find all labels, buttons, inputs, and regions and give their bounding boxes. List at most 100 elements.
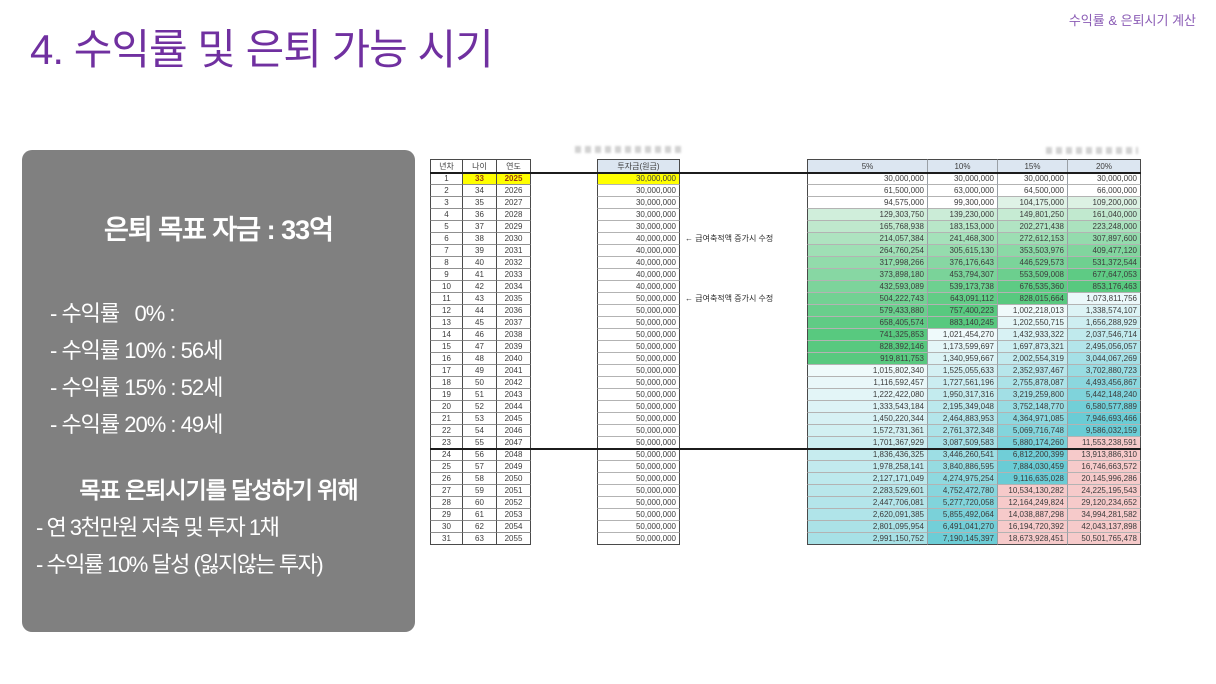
cell-year-index: 5 <box>430 221 463 233</box>
cell-year-index: 16 <box>430 353 463 365</box>
cell-principal: 50,000,000 <box>597 461 680 473</box>
cell-value-15%: 6,812,200,399 <box>998 449 1068 461</box>
column-gap <box>680 185 807 197</box>
cell-value-20%: 20,145,996,286 <box>1068 473 1141 485</box>
cell-year: 2025 <box>497 173 531 185</box>
table-row: 22 54 2046 50,000,000 1,572,731,361 2,761,372… <box>430 425 1141 437</box>
goal-line-return: - 수익률 10% 달성 (잃지않는 투자) <box>36 552 324 577</box>
cell-value-20%: 531,372,544 <box>1068 257 1141 269</box>
cell-principal: 50,000,000 <box>597 485 680 497</box>
cell-year-index: 25 <box>430 461 463 473</box>
cell-value-10%: 183,153,000 <box>928 221 998 233</box>
column-gap <box>531 401 597 413</box>
cropped-text-artifact <box>1046 147 1138 154</box>
cell-value-20%: 7,946,693,466 <box>1068 413 1141 425</box>
column-gap <box>680 209 807 221</box>
column-gap <box>531 473 597 485</box>
cell-age: 53 <box>463 413 497 425</box>
column-gap <box>680 521 807 533</box>
cell-year: 2039 <box>497 341 531 353</box>
cell-value-15%: 828,015,664 <box>998 293 1068 305</box>
cell-principal: 40,000,000 <box>597 233 680 245</box>
cell-year-index: 1 <box>430 173 463 185</box>
column-gap <box>531 449 597 461</box>
cell-year: 2045 <box>497 413 531 425</box>
cell-value-15%: 9,116,635,028 <box>998 473 1068 485</box>
cell-value-20%: 30,000,000 <box>1068 173 1141 185</box>
cell-age: 41 <box>463 269 497 281</box>
column-gap <box>680 389 807 401</box>
table-row: 29 61 2053 50,000,000 2,620,091,385 5,855,492… <box>430 509 1141 521</box>
cell-year-index: 22 <box>430 425 463 437</box>
cell-value-10%: 1,525,055,633 <box>928 365 998 377</box>
cell-principal: 30,000,000 <box>597 185 680 197</box>
cell-year: 2048 <box>497 449 531 461</box>
cell-value-15%: 676,535,360 <box>998 281 1068 293</box>
cell-value-10%: 2,195,349,048 <box>928 401 998 413</box>
cell-value-20%: 2,037,546,714 <box>1068 329 1141 341</box>
cell-value-5%: 579,433,880 <box>807 305 928 317</box>
column-gap <box>531 185 597 197</box>
table-row: 13 45 2037 50,000,000 658,405,574 883,140,245… <box>430 317 1141 329</box>
cell-age: 62 <box>463 521 497 533</box>
cell-year: 2037 <box>497 317 531 329</box>
cell-value-10%: 99,300,000 <box>928 197 998 209</box>
cell-age: 63 <box>463 533 497 545</box>
cell-principal: 40,000,000 <box>597 281 680 293</box>
cell-year-index: 7 <box>430 245 463 257</box>
cell-age: 33 <box>463 173 497 185</box>
table-row: 16 48 2040 50,000,000 919,811,753 1,340,959,6… <box>430 353 1141 365</box>
cell-principal: 50,000,000 <box>597 329 680 341</box>
cell-year: 2055 <box>497 533 531 545</box>
column-gap <box>531 245 597 257</box>
cell-principal: 40,000,000 <box>597 245 680 257</box>
column-gap <box>680 401 807 413</box>
column-gap <box>680 413 807 425</box>
cell-value-5%: 741,325,853 <box>807 329 928 341</box>
column-gap <box>680 473 807 485</box>
cell-year: 2028 <box>497 209 531 221</box>
cell-value-5%: 1,333,543,184 <box>807 401 928 413</box>
cell-value-20%: 66,000,000 <box>1068 185 1141 197</box>
cell-value-10%: 3,446,260,541 <box>928 449 998 461</box>
cell-value-15%: 18,673,928,451 <box>998 533 1068 545</box>
cell-value-15%: 202,271,438 <box>998 221 1068 233</box>
cell-value-20%: 29,120,234,652 <box>1068 497 1141 509</box>
cell-value-5%: 1,222,422,080 <box>807 389 928 401</box>
cell-value-20%: 24,225,195,543 <box>1068 485 1141 497</box>
cell-value-20%: 1,073,811,756 <box>1068 293 1141 305</box>
header-rate-5%: 5% <box>807 159 928 173</box>
cell-year: 2031 <box>497 245 531 257</box>
column-gap <box>680 425 807 437</box>
cell-principal: 30,000,000 <box>597 173 680 185</box>
header-year-index: 년차 <box>430 159 463 173</box>
cell-year-index: 31 <box>430 533 463 545</box>
cell-age: 34 <box>463 185 497 197</box>
cell-year: 2032 <box>497 257 531 269</box>
cell-year: 2053 <box>497 509 531 521</box>
column-gap <box>531 281 597 293</box>
column-gap <box>680 159 807 173</box>
column-gap <box>531 209 597 221</box>
cell-principal: 50,000,000 <box>597 401 680 413</box>
scenario-line-0pct: - 수익률 0% : <box>50 301 180 326</box>
cell-principal: 50,000,000 <box>597 389 680 401</box>
cell-year-index: 3 <box>430 197 463 209</box>
cell-value-5%: 129,303,750 <box>807 209 928 221</box>
table-row: 12 44 2036 50,000,000 579,433,880 757,400,223… <box>430 305 1141 317</box>
header-age: 나이 <box>463 159 497 173</box>
cell-principal: 50,000,000 <box>597 413 680 425</box>
cell-year: 2046 <box>497 425 531 437</box>
column-gap <box>680 509 807 521</box>
cell-value-20%: 161,040,000 <box>1068 209 1141 221</box>
cell-year: 2035 <box>497 293 531 305</box>
cell-year-index: 21 <box>430 413 463 425</box>
table-row: 7 39 2031 40,000,000 264,760,254 305,615,130 3… <box>430 245 1141 257</box>
column-gap <box>680 485 807 497</box>
cell-year: 2050 <box>497 473 531 485</box>
column-gap <box>531 485 597 497</box>
table-row: 9 41 2033 40,000,000 373,898,180 453,794,307 5… <box>430 269 1141 281</box>
cell-principal: 50,000,000 <box>597 353 680 365</box>
cell-value-10%: 241,468,300 <box>928 233 998 245</box>
cell-value-10%: 2,761,372,348 <box>928 425 998 437</box>
